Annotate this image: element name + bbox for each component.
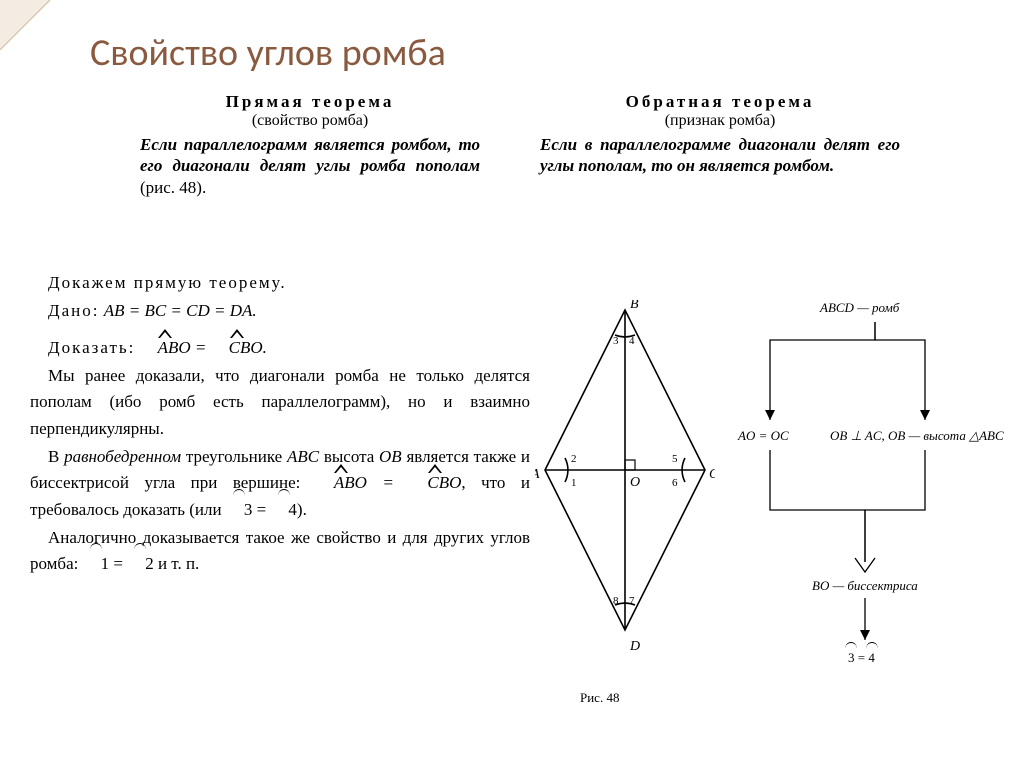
label-B: B (630, 300, 639, 312)
p5j: ). (297, 500, 307, 519)
arc1: 1 (83, 551, 110, 577)
direct-theorem: Прямая теорема (свойство ромба) Если пар… (140, 92, 480, 198)
direct-theorem-body: Если параллелограмм является ромбом, то … (140, 134, 480, 198)
p5a: В (48, 447, 64, 466)
flow-arrows (730, 300, 1015, 680)
inverse-theorem: Обратная теорема (признак ромба) Если в … (540, 92, 900, 177)
p5c: треугольнике (181, 447, 287, 466)
p5e: высота (319, 447, 379, 466)
svg-text:3: 3 (613, 335, 619, 347)
label-D: D (629, 639, 640, 654)
svg-text:8: 8 (613, 595, 619, 607)
proof-text: Докажем прямую теорему. Дано: AB = BC = … (30, 270, 530, 580)
flow-node-1: ABCD — ромб (820, 300, 899, 316)
arc3: 3 (226, 497, 253, 523)
p5d: ABC (287, 447, 319, 466)
direct-theorem-heading: Прямая теорема (140, 92, 480, 112)
flow-node-4: BO — биссектриса (812, 578, 918, 594)
given-label: Дано: (48, 301, 99, 320)
direct-theorem-text: Если параллелограмм является ромбом, то … (140, 135, 480, 175)
svg-text:1: 1 (571, 477, 577, 489)
p5b: равнобедренном (64, 447, 181, 466)
label-O: O (630, 475, 640, 490)
direct-theorem-ref: (рис. 48). (140, 178, 206, 197)
svg-text:6: 6 (672, 477, 678, 489)
angle-abo-2: ABO (316, 470, 367, 496)
arc2: 2 (127, 551, 154, 577)
inverse-theorem-heading: Обратная теорема (540, 92, 900, 112)
slide-title: Свойство углов ромба (90, 30, 446, 76)
flow-node-2: AO = OC (738, 428, 789, 444)
p5f: OB (379, 447, 402, 466)
arc4: 4 (270, 497, 297, 523)
label-C: C (709, 467, 715, 482)
label-A: A (535, 467, 540, 482)
svg-text:5: 5 (672, 453, 678, 465)
svg-text:7: 7 (629, 595, 635, 607)
given-value: AB = BC = CD = DA. (104, 301, 257, 320)
inverse-theorem-subheading: (признак ромба) (540, 112, 900, 130)
rhombus-figure: B D A C O 3 4 2 1 5 6 8 7 (535, 300, 715, 660)
angle-cbo-2: CBO (409, 470, 461, 496)
corner-decoration (0, 0, 50, 50)
angle-abo: ABO (140, 335, 191, 361)
svg-text:2: 2 (571, 453, 577, 465)
angle-cbo: CBO (211, 335, 263, 361)
figure-caption: Рис. 48 (580, 690, 619, 706)
flow-node-3: OB ⊥ AC, OB — высота △ABC (830, 428, 1004, 444)
flowchart: ABCD — ромб AO = OC OB ⊥ AC, OB — высота… (730, 300, 1015, 680)
svg-text:4: 4 (629, 335, 635, 347)
p6c: и т. п. (154, 554, 200, 573)
prove-label: Доказать: (48, 338, 135, 357)
proof-p4: Мы ранее доказали, что диагонали ромба н… (30, 363, 530, 442)
direct-theorem-subheading: (свойство ромба) (140, 112, 480, 130)
flow-node-5: 3 = 4 (848, 650, 875, 666)
inverse-theorem-body: Если в параллелограмме диагонали делят е… (540, 134, 900, 177)
proof-l1: Докажем прямую теорему. (48, 273, 287, 292)
